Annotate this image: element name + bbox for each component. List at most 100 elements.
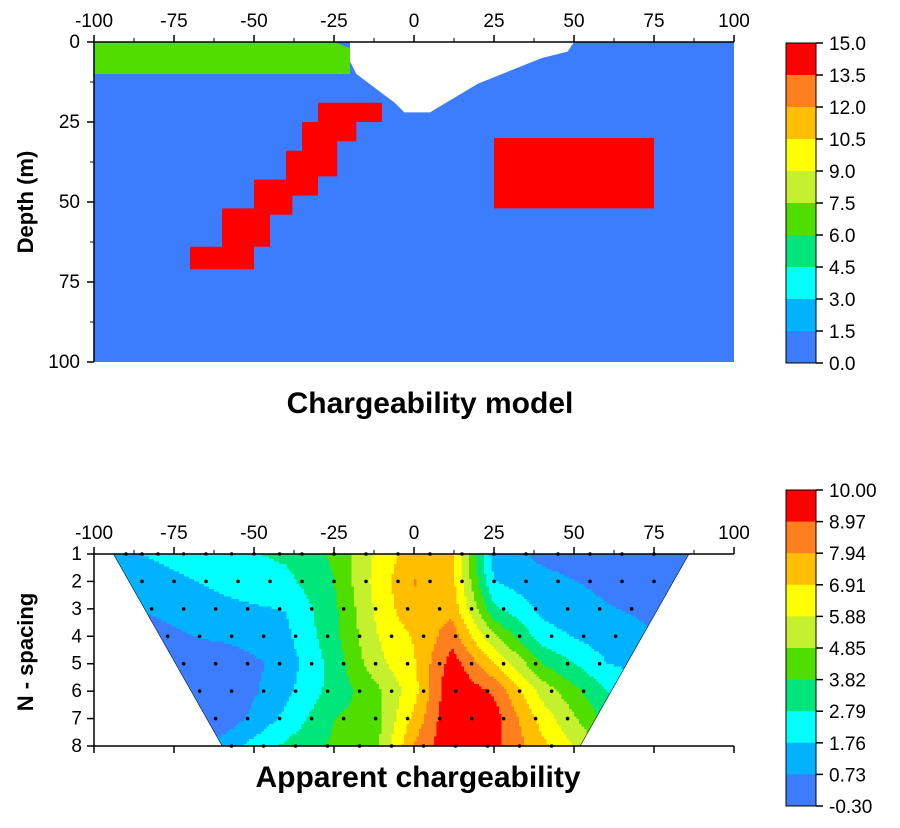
pseudosection-cell bbox=[349, 567, 352, 570]
pseudosection-cell bbox=[609, 557, 612, 560]
pseudosection-cell bbox=[512, 589, 515, 592]
pseudosection-cell bbox=[594, 579, 597, 582]
pseudosection-cell bbox=[107, 569, 110, 572]
pseudosection-cell bbox=[477, 572, 480, 575]
pseudosection-cell bbox=[357, 584, 360, 587]
pseudosection-cell bbox=[299, 587, 302, 590]
pseudosection-cell bbox=[689, 572, 692, 575]
pseudosection-cell bbox=[219, 589, 222, 592]
pseudosection-cell bbox=[309, 587, 312, 590]
pseudosection-cell bbox=[462, 572, 465, 575]
pseudosection-cell bbox=[594, 599, 597, 602]
pseudosection-cell bbox=[109, 599, 112, 602]
pseudosection-cell bbox=[499, 582, 502, 585]
pseudosection-cell bbox=[279, 579, 282, 582]
pseudosection-cell bbox=[247, 569, 250, 572]
pseudosection-cell bbox=[709, 579, 712, 582]
pseudosection-cell bbox=[324, 559, 327, 562]
pseudosection-cell bbox=[249, 564, 252, 567]
pseudosection-cell bbox=[509, 599, 512, 602]
pseudosection-cell bbox=[719, 597, 722, 600]
pseudosection-cell bbox=[379, 574, 382, 577]
pseudosection-cell bbox=[172, 594, 175, 597]
pseudosection-cell bbox=[637, 577, 640, 580]
pseudosection-cell bbox=[469, 587, 472, 590]
pseudosection-cell bbox=[564, 577, 567, 580]
pseudosection-cell bbox=[429, 562, 432, 565]
pseudosection-cell bbox=[669, 579, 672, 582]
pseudosection-cell bbox=[549, 584, 552, 587]
pseudosection-cell bbox=[644, 589, 647, 592]
pseudosection-cell bbox=[197, 577, 200, 580]
pseudosection-cell bbox=[532, 599, 535, 602]
pseudosection-cell bbox=[162, 584, 165, 587]
pseudosection-cell bbox=[222, 579, 225, 582]
pseudosection-cell bbox=[277, 567, 280, 570]
pseudosection-cell bbox=[467, 557, 470, 560]
pseudosection-cell bbox=[202, 587, 205, 590]
pseudosection-cell bbox=[299, 594, 302, 597]
pseudosection-cell bbox=[569, 592, 572, 595]
pseudosection-cell bbox=[692, 597, 695, 600]
pseudosection-cell bbox=[264, 597, 267, 600]
pseudosection-cell bbox=[554, 559, 557, 562]
pseudosection-cell bbox=[264, 577, 267, 580]
pseudosection-cell bbox=[672, 597, 675, 600]
pseudosection-cell bbox=[164, 582, 167, 585]
pseudosection-cell bbox=[717, 584, 720, 587]
pseudosection-cell bbox=[664, 587, 667, 590]
pseudosection-cell bbox=[432, 557, 435, 560]
pseudosection-cell bbox=[502, 569, 505, 572]
pseudosection-cell bbox=[664, 559, 667, 562]
pseudosection-cell bbox=[167, 577, 170, 580]
pseudosection-cell bbox=[157, 597, 160, 600]
pseudosection-cell bbox=[664, 579, 667, 582]
pseudosection-cell bbox=[629, 572, 632, 575]
pseudosection-cell bbox=[104, 592, 107, 595]
pseudosection-cell bbox=[569, 589, 572, 592]
pseudosection-cell bbox=[482, 579, 485, 582]
pseudosection-cell bbox=[234, 569, 237, 572]
pseudosection-cell bbox=[319, 594, 322, 597]
pseudosection-cell bbox=[514, 567, 517, 570]
pseudosection-cell bbox=[619, 594, 622, 597]
pseudosection-cell bbox=[387, 574, 390, 577]
model-region-1 bbox=[94, 42, 350, 74]
pseudosection-cell bbox=[427, 587, 430, 590]
pseudosection-cell bbox=[254, 557, 257, 560]
pseudosection-cell bbox=[599, 589, 602, 592]
pseudosection-cell bbox=[217, 569, 220, 572]
pseudosection-cell bbox=[649, 597, 652, 600]
pseudosection-cell bbox=[344, 589, 347, 592]
pseudosection-cell bbox=[437, 599, 440, 602]
pseudosection-cell bbox=[169, 597, 172, 600]
pseudosection-cell bbox=[699, 589, 702, 592]
pseudosection-cell bbox=[324, 564, 327, 567]
pseudosection-cell bbox=[207, 577, 210, 580]
pseudosection-cell bbox=[444, 574, 447, 577]
pseudosection-cell bbox=[577, 582, 580, 585]
pseudosection-cell bbox=[234, 559, 237, 562]
pseudosection-cell bbox=[377, 557, 380, 560]
pseudosection-cell bbox=[457, 564, 460, 567]
pseudosection-cell bbox=[294, 579, 297, 582]
pseudosection-cell bbox=[647, 594, 650, 597]
pseudosection-cell bbox=[492, 574, 495, 577]
pseudosection-cell bbox=[632, 597, 635, 600]
pseudosection-cell bbox=[639, 579, 642, 582]
pseudosection-cell bbox=[694, 584, 697, 587]
pseudosection-cell bbox=[244, 584, 247, 587]
pseudosection-cell bbox=[172, 569, 175, 572]
pseudosection-cell bbox=[457, 594, 460, 597]
pseudosection-cell bbox=[644, 569, 647, 572]
pseudosection-cell bbox=[97, 564, 100, 567]
pseudosection-cell bbox=[504, 567, 507, 570]
pseudosection-cell bbox=[264, 559, 267, 562]
pseudosection-cell bbox=[444, 564, 447, 567]
pseudosection-cell bbox=[497, 562, 500, 565]
pseudosection-cell bbox=[717, 579, 720, 582]
pseudosection-cell bbox=[254, 564, 257, 567]
pseudosection-cell bbox=[369, 594, 372, 597]
pseudosection-cell bbox=[559, 577, 562, 580]
pseudosection-cell bbox=[632, 574, 635, 577]
